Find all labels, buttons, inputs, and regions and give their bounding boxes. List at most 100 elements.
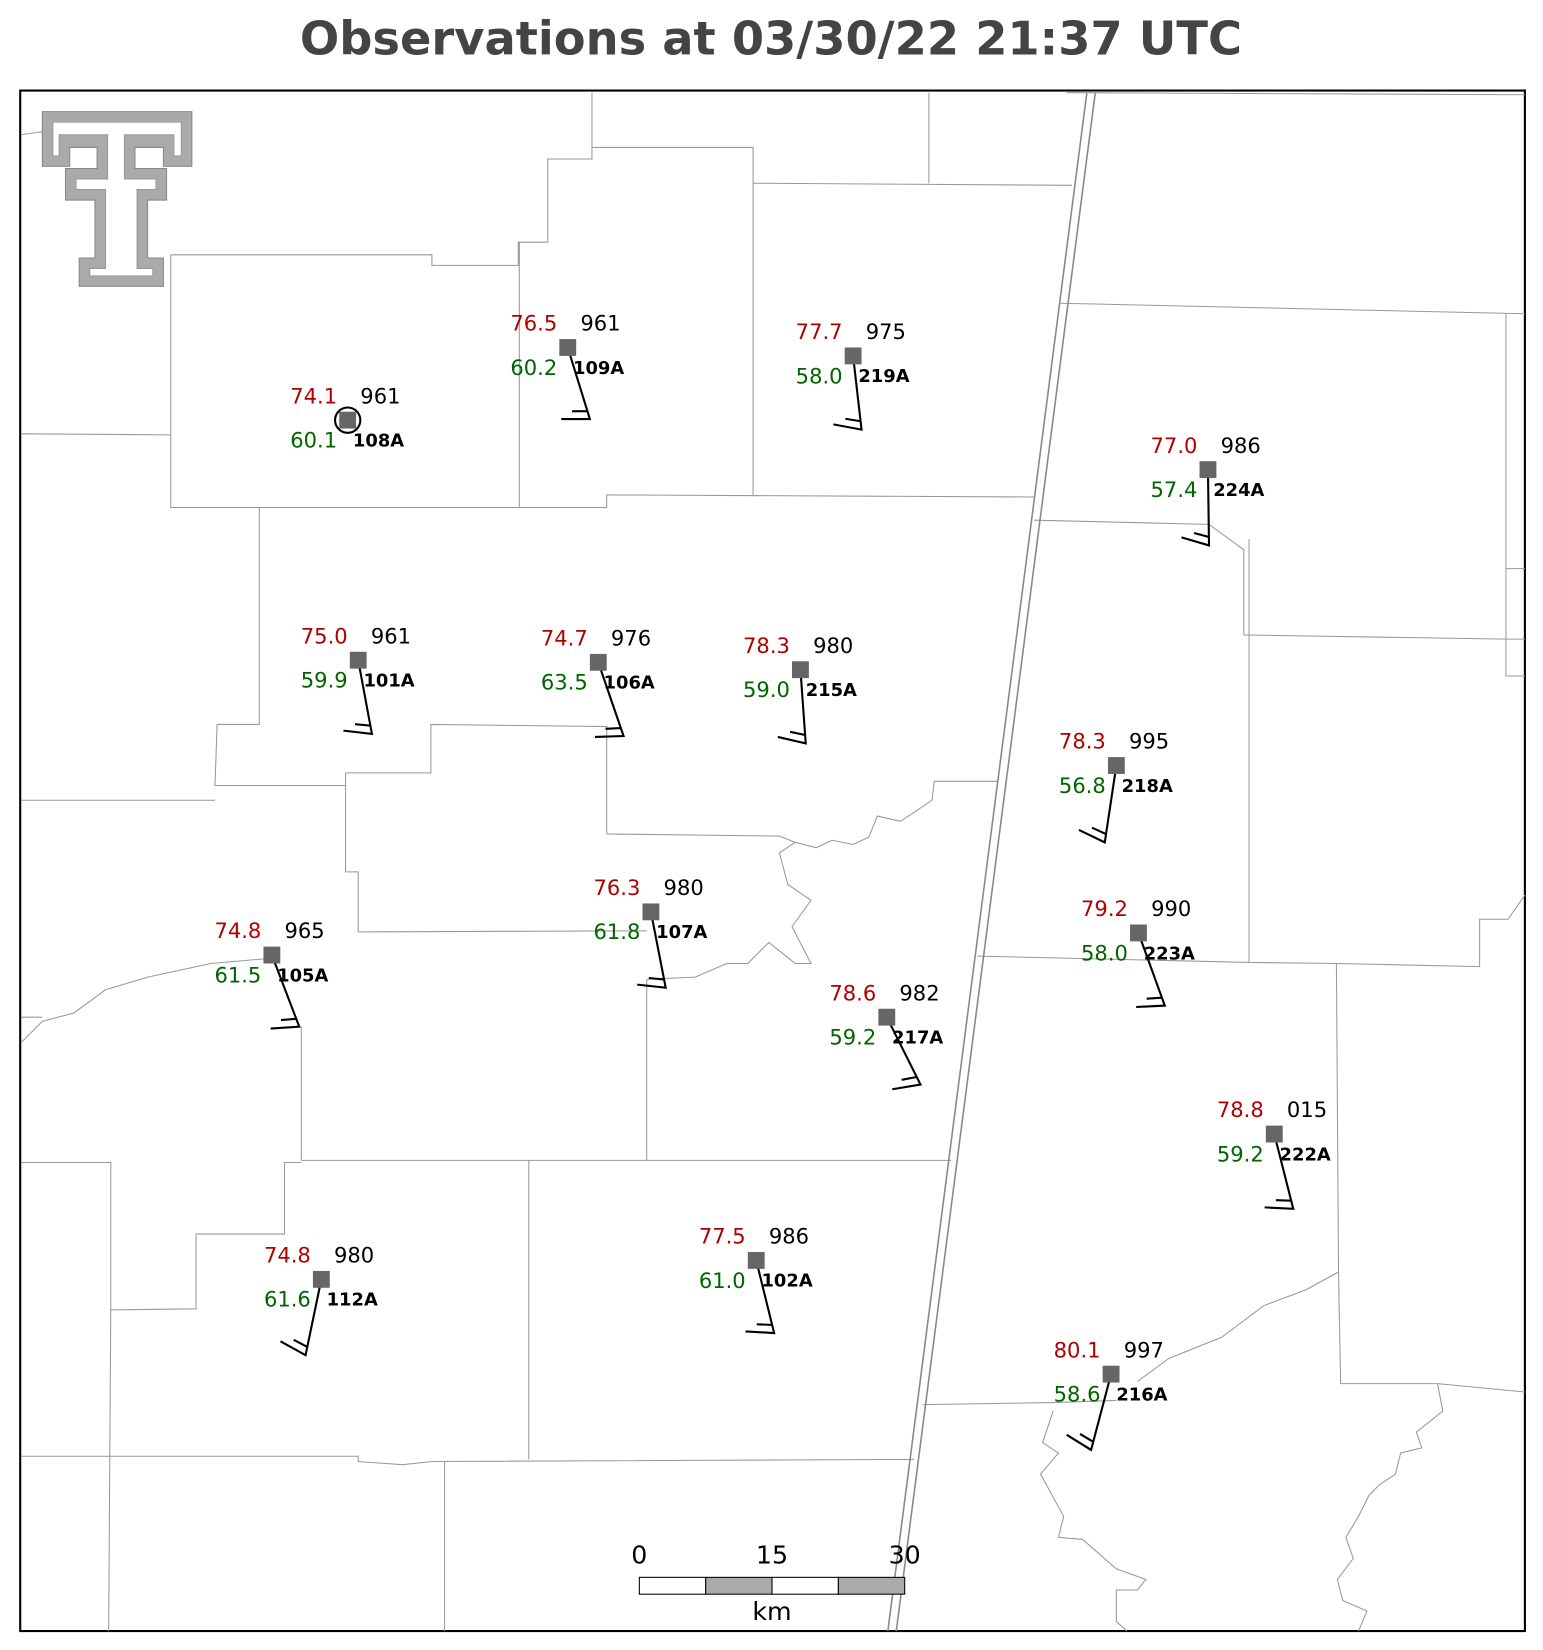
station-id: 218A	[1122, 776, 1173, 797]
station-id: 107A	[656, 922, 707, 943]
pressure: 990	[1151, 896, 1191, 921]
station: 76.5 961 60.2 109A	[510, 311, 624, 421]
wind-barb	[279, 1279, 323, 1357]
dewpoint: 61.8	[594, 919, 641, 944]
station-id: 108A	[353, 430, 404, 451]
pressure: 961	[371, 623, 411, 648]
station: 78.6 982 59.2 217A	[829, 980, 943, 1091]
wind-barb	[1264, 1133, 1295, 1210]
temperature: 76.5	[510, 311, 557, 336]
map-title: Observations at 03/30/22 21:37 UTC	[300, 12, 1242, 66]
county-lines	[20, 92, 1526, 1632]
scale-segment	[771, 1576, 839, 1595]
station: 78.8 015 59.2 222A	[1217, 1097, 1331, 1210]
pressure: 976	[611, 625, 651, 650]
station-marker	[844, 347, 862, 365]
logo	[41, 111, 193, 287]
pressure: 980	[664, 875, 704, 900]
temperature: 79.2	[1081, 896, 1128, 921]
station: 77.7 975 58.0 219A	[796, 319, 910, 431]
temperature: 77.0	[1151, 433, 1198, 458]
station-marker	[1265, 1125, 1283, 1143]
pressure: 980	[813, 633, 853, 658]
station: 77.0 986 57.4 224A	[1151, 433, 1265, 547]
pressure: 997	[1124, 1337, 1164, 1362]
station: 74.8 980 61.6 112A	[264, 1243, 378, 1357]
scale-segment	[705, 1576, 773, 1595]
temperature: 78.3	[743, 633, 790, 658]
scale-label: 30	[889, 1540, 921, 1569]
temperature: 77.5	[699, 1224, 746, 1249]
wind-barb	[594, 661, 626, 738]
pressure: 961	[360, 383, 400, 408]
station-marker	[642, 903, 660, 921]
scale-bar: 0 15 30 km	[631, 1540, 920, 1626]
dewpoint: 56.8	[1059, 773, 1106, 798]
temperature: 74.8	[264, 1243, 311, 1268]
station: 74.1 961 60.1 108A	[290, 383, 404, 452]
station-marker	[1199, 461, 1217, 479]
station-marker	[339, 411, 357, 429]
pressure: 982	[899, 980, 939, 1005]
station-id: 223A	[1144, 943, 1195, 964]
dewpoint: 60.1	[290, 428, 337, 453]
pressure: 986	[1221, 433, 1261, 458]
station-id: 105A	[277, 965, 328, 986]
wind-barb	[1078, 765, 1118, 844]
pressure: 975	[866, 319, 906, 344]
pressure: 015	[1287, 1097, 1327, 1122]
dewpoint: 59.0	[743, 677, 790, 702]
dewpoint: 63.5	[541, 670, 588, 695]
calm-wind	[333, 406, 362, 434]
station-marker	[312, 1270, 330, 1288]
map-frame	[19, 89, 1526, 1633]
temperature: 77.7	[796, 319, 843, 344]
station-marker	[747, 1251, 765, 1269]
station-marker	[349, 651, 367, 669]
temperature: 78.3	[1059, 729, 1106, 754]
pressure: 961	[580, 311, 620, 336]
station-id: 101A	[363, 671, 414, 692]
pressure: 986	[769, 1224, 809, 1249]
wind-barb	[637, 911, 667, 989]
pressure: 980	[334, 1243, 374, 1268]
temperature: 75.0	[301, 623, 348, 648]
station-marker	[1130, 924, 1147, 942]
dewpoint: 59.2	[1217, 1141, 1264, 1166]
station: 80.1 997 58.6 216A	[1054, 1337, 1168, 1452]
scale-label: 15	[756, 1540, 788, 1569]
temperature: 74.1	[290, 383, 337, 408]
wind-barb	[561, 347, 592, 421]
station-id: 219A	[858, 366, 909, 387]
temperature: 76.3	[594, 875, 641, 900]
temperature: 78.6	[829, 980, 876, 1005]
wind-barb	[1136, 932, 1167, 1009]
wind-barb	[777, 669, 807, 745]
station-marker	[878, 1008, 896, 1026]
station: 75.0 961 59.9 101A	[301, 623, 415, 736]
dewpoint: 61.5	[214, 962, 261, 987]
wind-barb	[1181, 469, 1211, 547]
station: 78.3 995 56.8 218A	[1059, 729, 1173, 844]
scale-segment	[837, 1576, 906, 1595]
temperature: 74.7	[541, 625, 588, 650]
dewpoint: 58.0	[1081, 940, 1128, 965]
scale-label: 0	[631, 1540, 647, 1569]
station-id: 106A	[604, 673, 655, 694]
station-id: 112A	[327, 1290, 378, 1311]
dewpoint: 58.6	[1054, 1381, 1101, 1406]
temperature: 78.8	[1217, 1097, 1264, 1122]
station-marker	[559, 339, 577, 356]
dewpoint: 61.0	[699, 1268, 746, 1293]
scale-segment	[638, 1576, 707, 1595]
station: 74.7 976 63.5 106A	[541, 625, 655, 738]
station: 77.5 986 61.0 102A	[699, 1224, 813, 1335]
station-marker	[1107, 757, 1125, 774]
station: 74.8 965 61.5 105A	[214, 918, 328, 1030]
dewpoint: 59.2	[829, 1025, 876, 1050]
pressure: 965	[285, 918, 325, 943]
temperature: 74.8	[214, 918, 261, 943]
wind-barb	[833, 355, 863, 431]
station-marker	[1102, 1365, 1120, 1383]
